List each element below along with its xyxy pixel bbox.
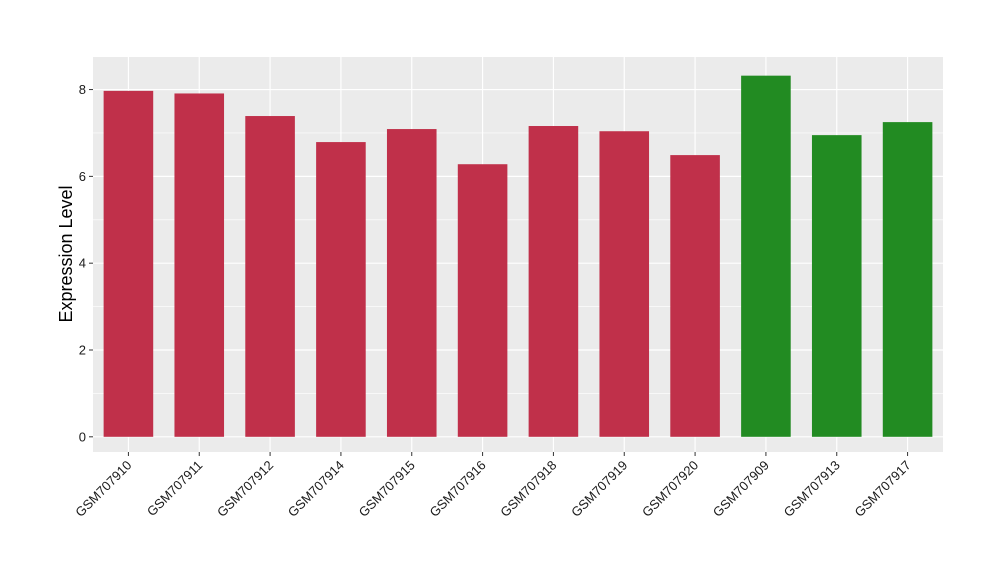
bar-gsm707910: [103, 90, 154, 437]
bar-gsm707918: [528, 126, 579, 437]
y-tick-label: 6: [79, 169, 86, 184]
x-tick-label: GSM707912: [214, 458, 276, 520]
x-tick-label: GSM707919: [568, 458, 630, 520]
bar-gsm707913: [811, 135, 862, 437]
x-tick-label: GSM707914: [285, 458, 347, 520]
bar-gsm707911: [174, 93, 225, 437]
x-tick-label: GSM707913: [781, 458, 843, 520]
bar-gsm707917: [882, 122, 933, 437]
y-tick-label: 2: [79, 342, 86, 357]
y-axis-title: Expression Level: [56, 185, 76, 322]
x-tick-label: GSM707916: [426, 458, 488, 520]
x-tick-label: GSM707917: [851, 458, 913, 520]
bars: [103, 75, 933, 437]
bar-gsm707920: [670, 155, 720, 437]
x-tick-label: GSM707915: [356, 458, 418, 520]
x-tick-label: GSM707910: [72, 458, 134, 520]
y-tick-label: 8: [79, 82, 86, 97]
x-tick-label: GSM707918: [497, 458, 559, 520]
y-tick-label: 4: [79, 256, 86, 271]
y-axis: 0 2 4 6 8: [79, 82, 93, 444]
bar-gsm707912: [245, 116, 295, 437]
x-tick-label: GSM707920: [639, 458, 701, 520]
plot-panel: [93, 57, 943, 452]
x-tick-label: GSM707911: [144, 458, 206, 520]
bar-gsm707919: [599, 131, 650, 437]
x-tick-label: GSM707909: [710, 458, 772, 520]
bar-gsm707914: [316, 142, 366, 437]
bar-gsm707916: [457, 164, 508, 437]
bar-gsm707909: [741, 75, 791, 437]
bar-gsm707915: [386, 129, 437, 437]
x-axis: GSM707910 GSM707911 GSM707912 GSM707914 GSM7…: [72, 452, 914, 520]
y-tick-label: 0: [79, 429, 86, 444]
